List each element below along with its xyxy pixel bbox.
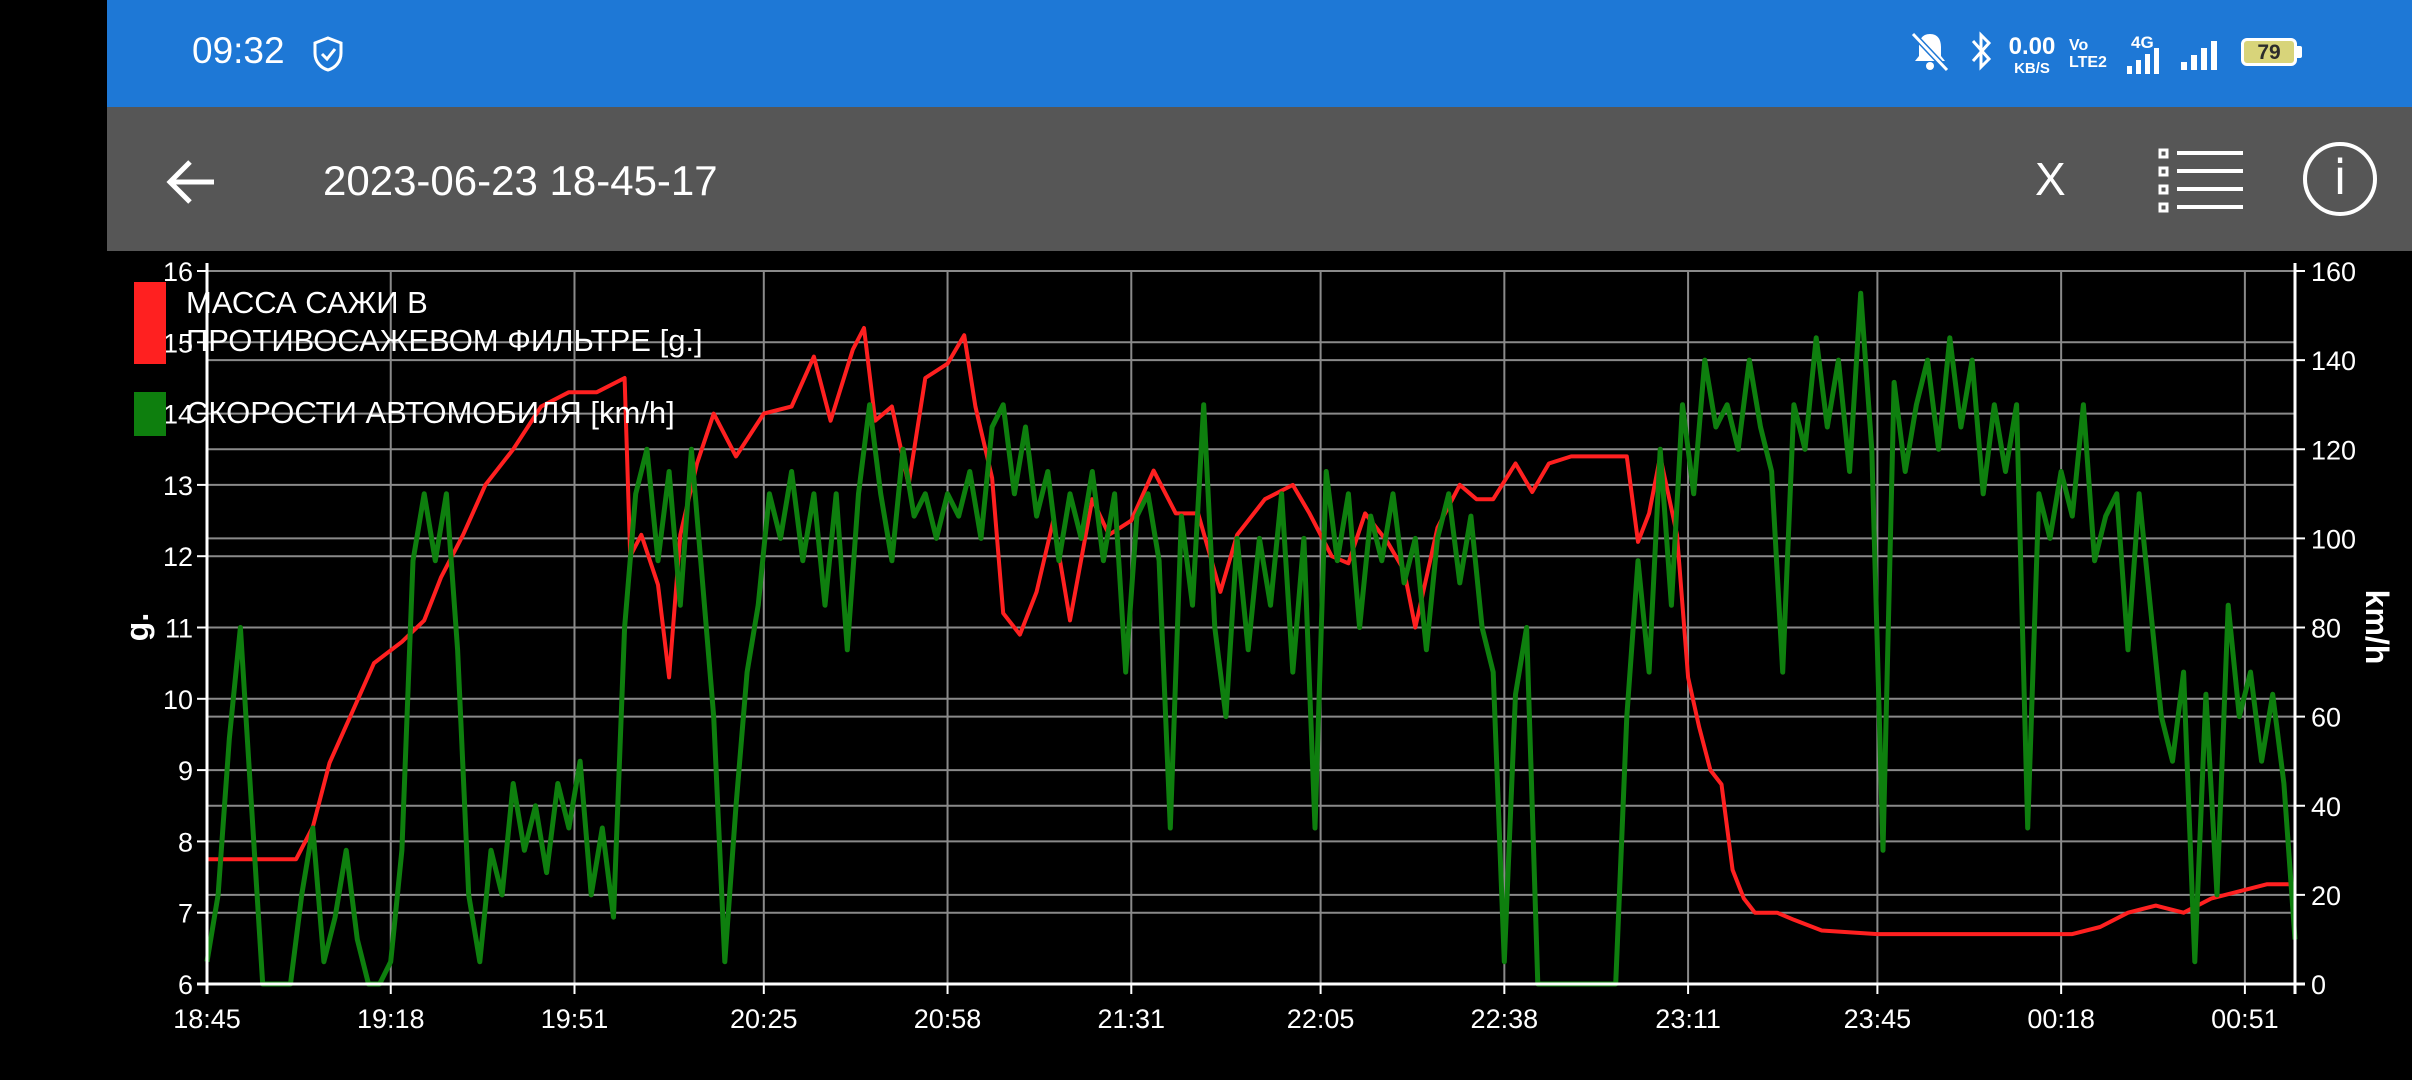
status-bar: 09:32 0.00 KB/S Vo LTE2 4G 79: [107, 0, 2412, 107]
y-right-tick-label: 140: [2311, 346, 2356, 376]
volte-badge: Vo LTE2: [2069, 37, 2113, 71]
y-left-tick-label: 13: [163, 471, 193, 501]
volte-top: Vo: [2069, 37, 2089, 54]
x-tick-label: 19:18: [357, 1004, 425, 1034]
app-bar: 2023-06-23 18-45-17 X i: [107, 107, 2412, 251]
network-type: 4G: [2131, 33, 2154, 52]
y-left-tick-label: 15: [163, 328, 193, 358]
x-tick-label: 22:38: [1471, 1004, 1539, 1034]
y-right-tick-label: 100: [2311, 524, 2356, 554]
y-left-tick-label: 11: [165, 614, 193, 644]
y-left-tick-label: 8: [178, 827, 193, 857]
legend-label: СКОРОСТИ АВТОМОБИЛЯ [km/h]: [186, 395, 675, 430]
shield-check-icon: [313, 36, 343, 72]
series-lines: [204, 290, 2298, 987]
y-left-tick-label: 16: [163, 257, 193, 287]
x-tick-label: 23:45: [1844, 1004, 1912, 1034]
y-right-tick-label: 20: [2311, 881, 2341, 911]
legend-label: МАССА САЖИ В: [186, 285, 428, 320]
x-tick-label: 18:45: [173, 1004, 241, 1034]
bluetooth-icon: [1971, 31, 1992, 71]
y-right-tick-label: 0: [2311, 970, 2326, 1000]
legend-label: ПРОТИВОСАЖЕВОМ ФИЛЬТРЕ [g.]: [186, 323, 703, 358]
close-button[interactable]: X: [2035, 153, 2066, 205]
battery-tip: [2297, 46, 2302, 58]
axes: 6789101112131415160204060801001201401601…: [119, 257, 2395, 1034]
x-tick-label: 20:58: [914, 1004, 982, 1034]
y-left-tick-label: 10: [163, 685, 193, 715]
y-right-tick-label: 40: [2311, 792, 2341, 822]
legend-swatch: [134, 392, 166, 436]
signal-icon: [2127, 48, 2159, 74]
y-left-tick-label: 12: [163, 542, 193, 572]
volte-bottom: LTE2: [2069, 54, 2107, 71]
y-right-axis-title: km/h: [2359, 590, 2395, 665]
page-title: 2023-06-23 18-45-17: [323, 157, 718, 204]
y-left-tick-label: 9: [178, 756, 193, 786]
bell-off-icon: [1910, 31, 1950, 73]
net-speed: 0.00: [2008, 33, 2056, 60]
soot-speed-chart: 6789101112131415160204060801001201401601…: [119, 257, 2395, 1034]
x-tick-label: 23:11: [1655, 1004, 1721, 1034]
y-left-axis-title: g.: [119, 613, 155, 641]
y-left-tick-label: 7: [178, 899, 193, 929]
signal-icon: [2181, 41, 2217, 70]
y-left-tick-label: 14: [163, 400, 193, 430]
y-right-tick-label: 160: [2311, 257, 2356, 287]
chart-area: 6 7 8 9 10 11 12 13 14 15 16 0 20 40 60 80 100 120 140 160 1…: [0, 251, 2412, 1080]
x-tick-label: 19:51: [541, 1004, 609, 1034]
battery-icon: 79: [2241, 38, 2297, 66]
x-tick-label: 00:18: [2027, 1004, 2095, 1034]
list-icon[interactable]: [2157, 147, 2247, 217]
x-tick-label: 00:51: [2211, 1004, 2279, 1034]
y-right-tick-label: 60: [2311, 703, 2341, 733]
y-left-tick-label: 6: [178, 970, 193, 1000]
x-tick-label: 22:05: [1287, 1004, 1355, 1034]
y-right-tick-label: 120: [2311, 435, 2356, 465]
back-arrow-icon[interactable]: [162, 152, 222, 212]
y-right-tick-label: 80: [2311, 614, 2341, 644]
x-tick-label: 21:31: [1097, 1004, 1165, 1034]
info-icon[interactable]: i: [2303, 142, 2377, 216]
x-tick-label: 20:25: [730, 1004, 798, 1034]
series-line-vehicle-speed: [204, 290, 2298, 987]
net-speed-unit: KB/S: [2014, 60, 2050, 77]
status-time: 09:32: [192, 30, 285, 71]
legend-swatch: [134, 282, 166, 364]
